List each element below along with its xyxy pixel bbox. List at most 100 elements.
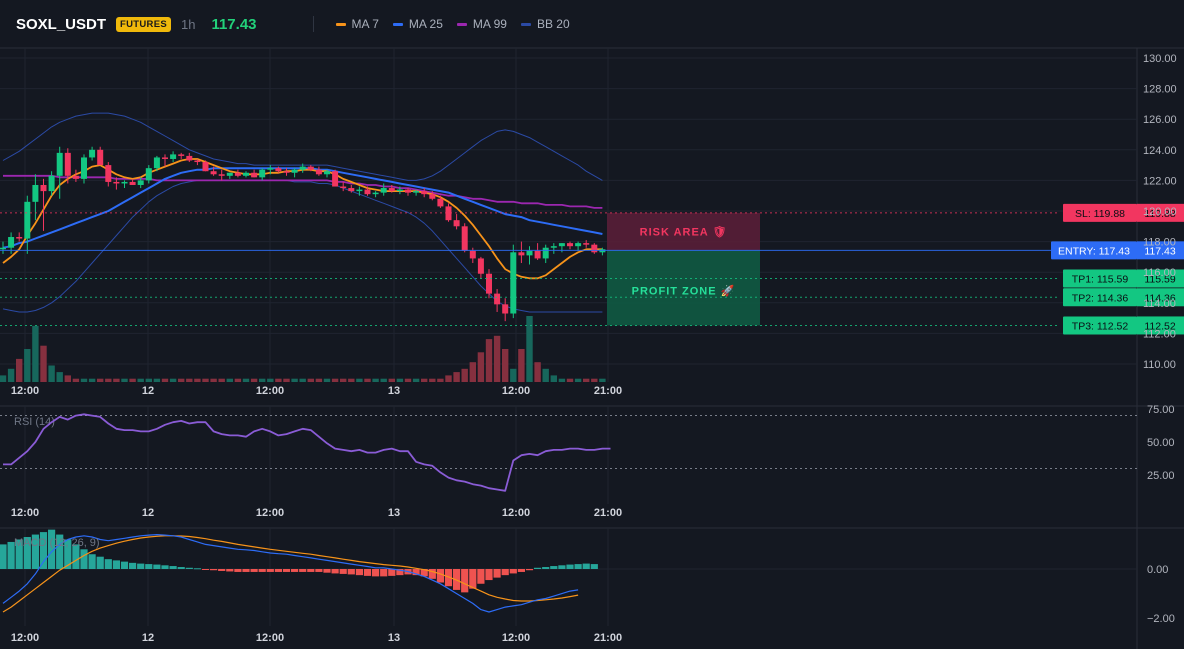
candle-body: [583, 243, 590, 245]
level-tag-tp1: [1063, 269, 1137, 288]
volume-bar: [469, 362, 476, 382]
volume-bar: [299, 378, 306, 382]
macd-line: [2, 533, 579, 613]
macd-hist-bar: [226, 569, 234, 572]
macd-hist-bar: [210, 569, 218, 571]
macd-hist-bar: [477, 569, 485, 584]
volume-bar: [32, 325, 39, 382]
candle-body: [534, 250, 541, 259]
legend-bb20[interactable]: BB 20: [520, 17, 570, 31]
candle-body: [0, 247, 6, 250]
volume-bar: [64, 375, 71, 382]
legend-ma99[interactable]: MA 99: [456, 17, 507, 31]
volume-bar: [574, 378, 582, 382]
candle-body: [153, 157, 160, 169]
candle-body: [259, 169, 266, 178]
volume-bar: [348, 378, 355, 382]
level-axis-tag-tp2: [1137, 288, 1184, 307]
x-tick-label: 12: [142, 385, 154, 397]
candle-body: [283, 171, 290, 173]
volume-bar: [80, 378, 88, 382]
candle-body: [243, 172, 249, 176]
candle-body: [16, 237, 23, 239]
ma99-swatch: [456, 22, 467, 26]
macd-hist-bar: [380, 569, 388, 577]
candle-body: [48, 175, 55, 192]
volume-bar: [145, 378, 152, 382]
candle-body: [194, 160, 201, 163]
level-axis-tag-sl: [1137, 203, 1184, 222]
x-tick-label: 12:00: [11, 632, 39, 644]
volume-bar: [250, 378, 258, 382]
macd-hist-bar: [291, 569, 299, 572]
candle-body: [550, 246, 557, 248]
level-label-sl: SL: 119.88: [1075, 208, 1125, 220]
y-tick-label: 122.00: [1143, 175, 1177, 187]
x-tick-label: 12:00: [11, 385, 39, 397]
x-tick-label: 12:00: [502, 507, 530, 519]
candle-body: [113, 181, 120, 184]
macd-hist-bar: [323, 569, 331, 573]
macd-hist-bar: [420, 569, 428, 577]
candle-body: [494, 293, 501, 305]
macd-hist-bar: [517, 569, 525, 572]
timeframe-label[interactable]: 1h: [180, 16, 196, 32]
trade-zones: RISK AREA 🛡 PROFIT ZONE 🚀: [607, 212, 760, 326]
macd-hist-bar: [242, 569, 250, 572]
volume-bar: [194, 378, 201, 382]
y-tick-label: 128.00: [1143, 84, 1177, 96]
volume-bar: [429, 378, 436, 382]
candle-body: [477, 258, 484, 274]
volume-bar: [267, 378, 274, 382]
level-axis-price-tp2: 114.36: [1144, 292, 1175, 304]
macd-hist-bar: [177, 567, 185, 569]
macd-hist-bar: [347, 569, 355, 575]
volume-bar: [0, 375, 7, 382]
candle-body: [251, 172, 258, 178]
volume-bar: [485, 339, 493, 382]
volume-bar: [421, 378, 428, 382]
x-tick-label: 12:00: [502, 632, 530, 644]
x-tick-label: 12:00: [256, 385, 284, 397]
volume-bar: [210, 378, 217, 382]
axes: 130.00128.00126.00124.00122.00120.00118.…: [11, 53, 1177, 644]
volume-bar: [542, 368, 549, 382]
macd-hist-bar: [388, 569, 396, 576]
macd-hist-bar: [0, 544, 7, 569]
legend-ma7[interactable]: MA 7: [335, 17, 379, 31]
candle-body: [202, 162, 209, 172]
volume-bar: [242, 378, 250, 382]
y-tick-label: 124.00: [1143, 145, 1177, 157]
profit-zone-label: PROFIT ZONE 🚀: [632, 285, 736, 298]
macd-hist-bar: [88, 554, 96, 569]
volume-bar: [16, 358, 23, 382]
header-divider: [312, 16, 314, 32]
candle-body: [413, 191, 420, 193]
candle-body: [178, 154, 185, 156]
rsi-line: [3, 413, 611, 492]
volume-bar: [153, 378, 161, 382]
candle-body: [210, 171, 217, 175]
level-label-entry: ENTRY: 117.43: [1058, 245, 1130, 257]
volume-bar: [331, 378, 339, 382]
x-tick-label: 12:00: [256, 507, 284, 519]
macd-tick-label: −2.00: [1147, 613, 1175, 625]
candle-body: [8, 237, 15, 248]
legend-ma25[interactable]: MA 25: [392, 17, 443, 31]
macd-hist-bar: [428, 569, 436, 579]
volume-bar: [137, 378, 144, 382]
macd-hist-bar: [234, 569, 242, 572]
candle-body: [97, 149, 104, 166]
volume-bar: [161, 378, 169, 382]
volume-bar: [283, 378, 290, 382]
macd-hist-bar: [501, 569, 509, 576]
macd-hist-bar: [566, 564, 574, 569]
candle-body: [234, 172, 241, 176]
candle-body: [461, 226, 468, 251]
volume-bar: [583, 378, 590, 382]
symbol-name[interactable]: SOXL_USDT: [16, 15, 107, 33]
macd-hist-bar: [193, 568, 201, 570]
volume-bar: [178, 378, 185, 382]
